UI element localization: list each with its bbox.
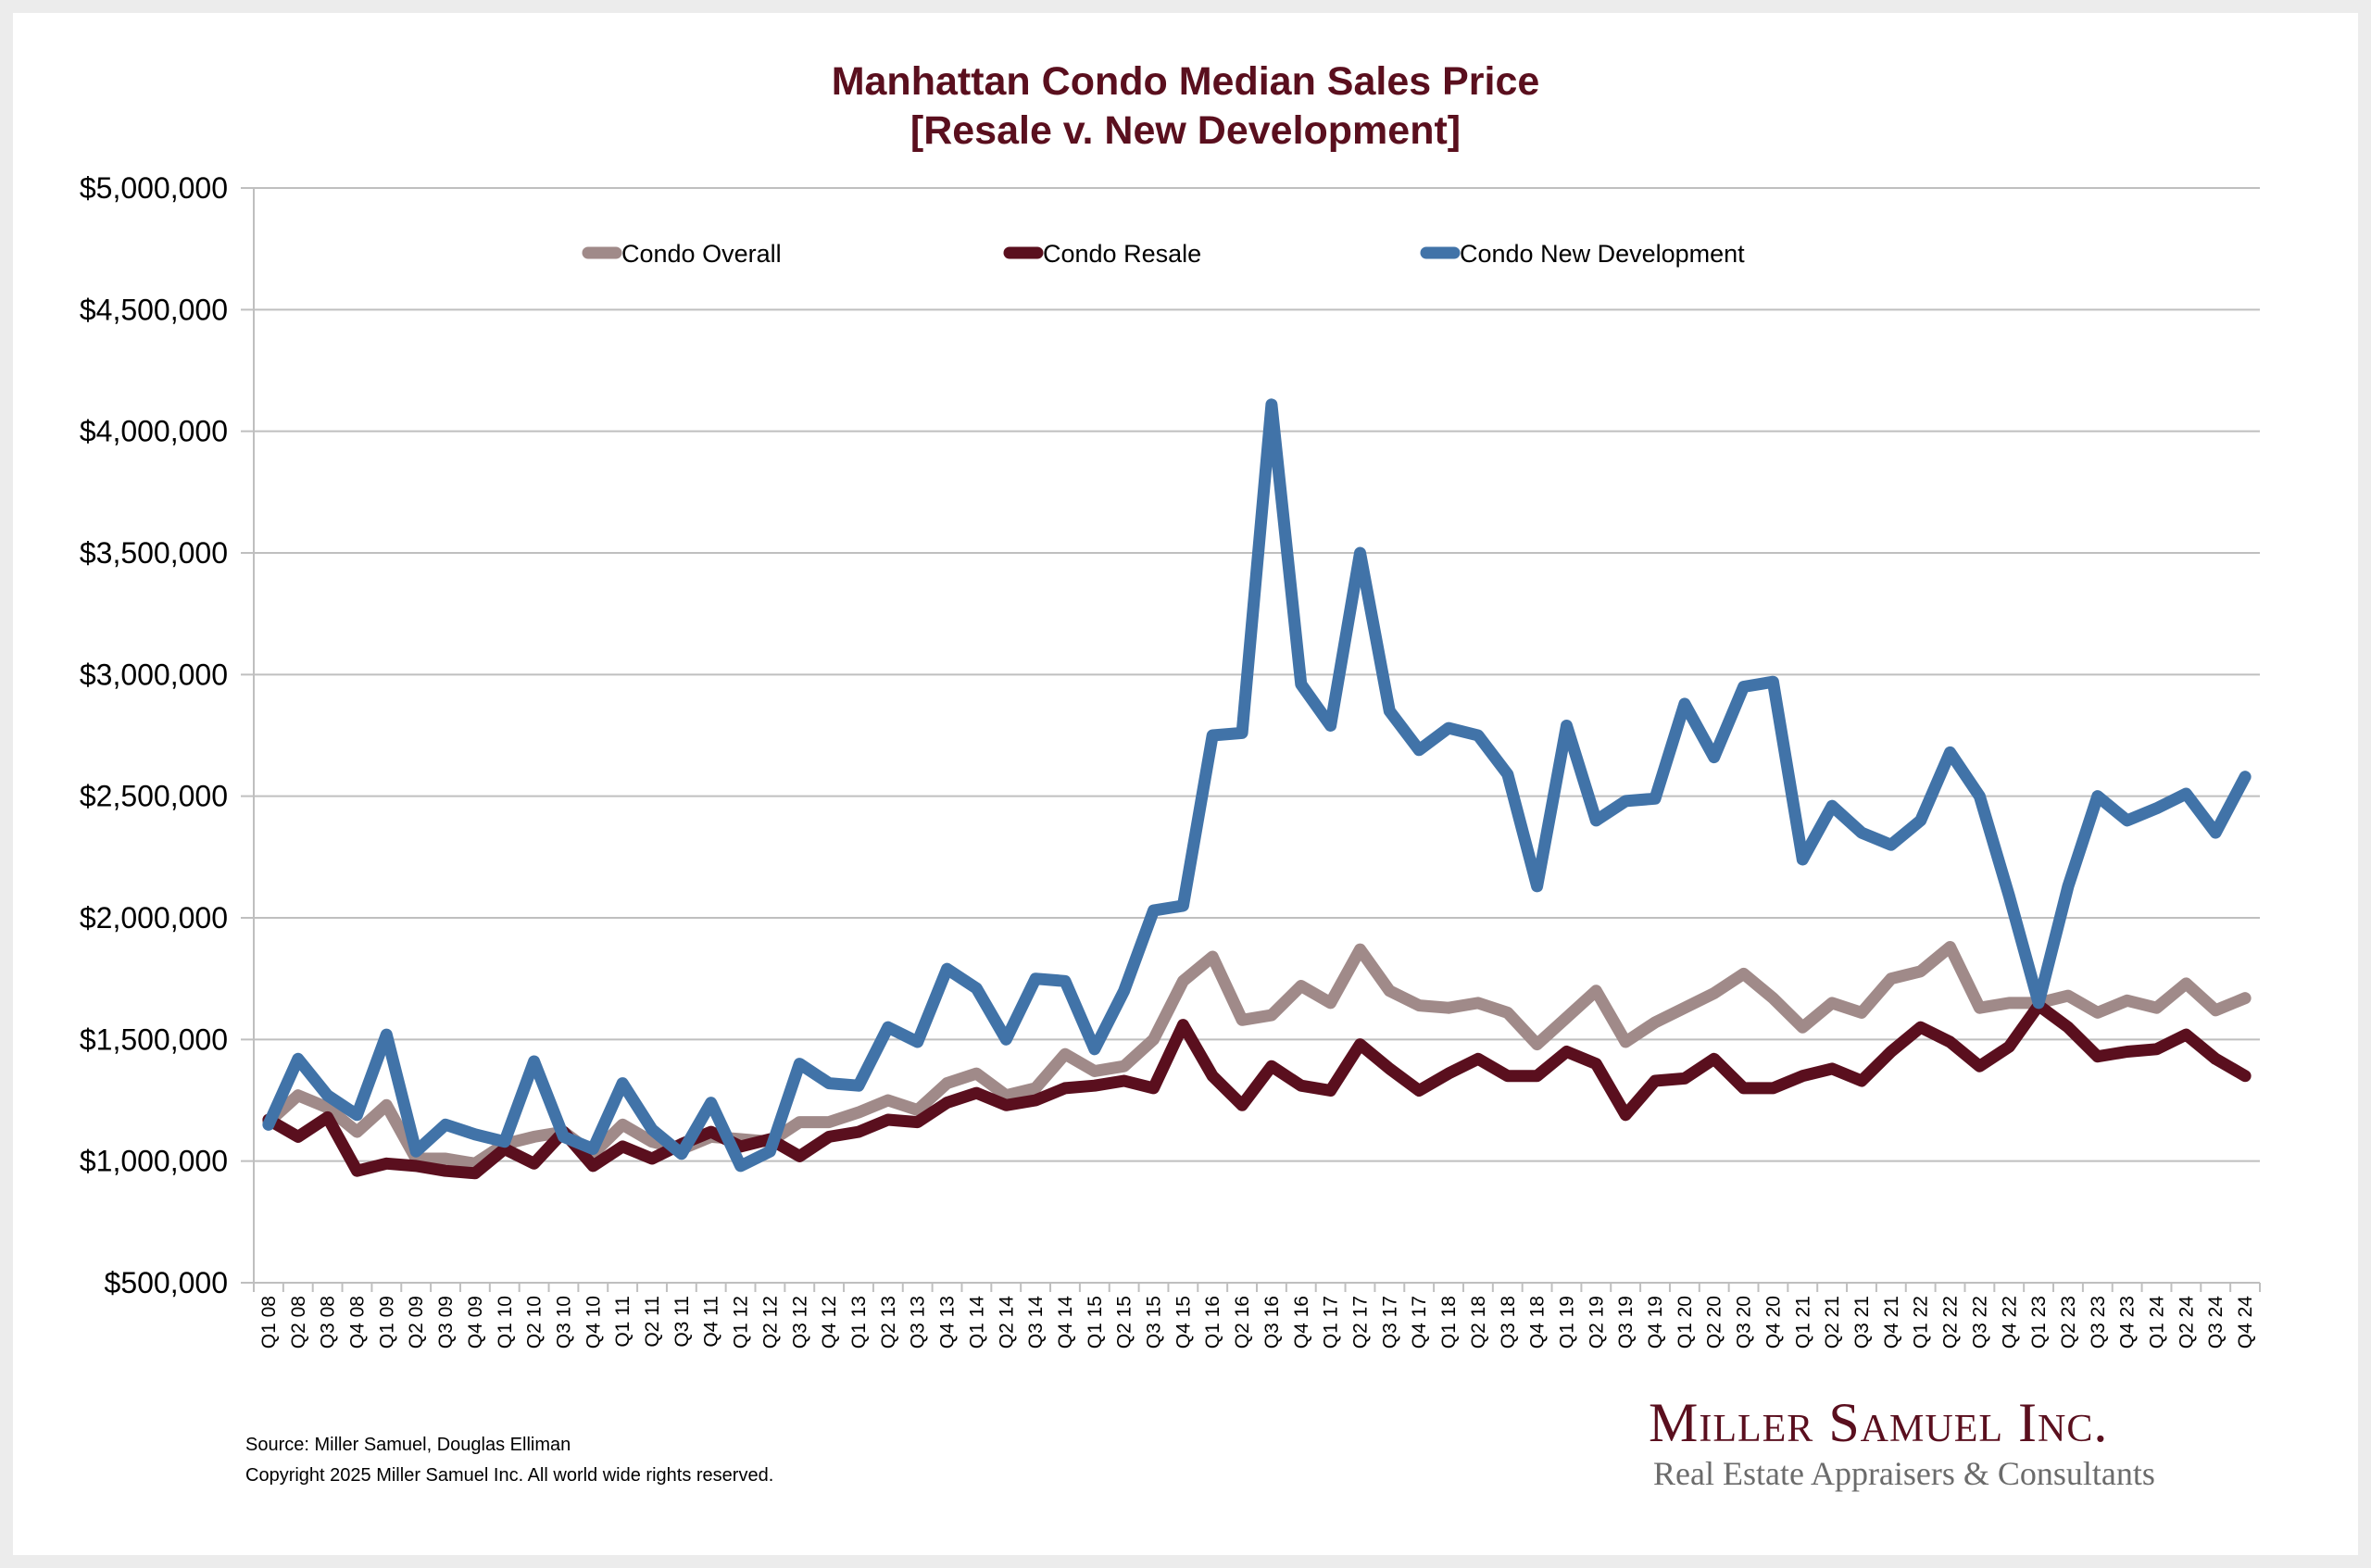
y-tick-label: $500,000 (105, 1266, 228, 1299)
x-tick-label: Q3 15 (1144, 1296, 1165, 1348)
x-tick-label: Q1 15 (1085, 1296, 1106, 1348)
x-tick-label: Q3 16 (1261, 1296, 1283, 1348)
x-tick-label: Q3 20 (1734, 1296, 1755, 1348)
x-tick-label: Q2 13 (878, 1296, 899, 1348)
x-tick-label: Q2 10 (524, 1296, 546, 1348)
legend-label: Condo Overall (621, 240, 782, 268)
x-axis: Q1 08 Q2 08 Q3 08 Q4 08 Q1 09 Q2 09 Q3 09 Q4 09… (253, 1283, 2261, 1349)
x-tick-label: Q4 11 (701, 1296, 722, 1348)
x-tick-label: Q3 21 (1851, 1296, 1873, 1348)
x-tick-label: Q4 19 (1645, 1296, 1666, 1348)
x-tick-label: Q4 08 (346, 1296, 368, 1348)
x-tick-label: Q1 16 (1202, 1296, 1223, 1348)
x-tick-label: Q2 15 (1114, 1296, 1135, 1348)
x-tick-label: Q4 14 (1055, 1296, 1076, 1349)
x-tick-label: Q3 23 (2088, 1296, 2109, 1348)
x-tick-label: Q4 22 (1999, 1296, 2020, 1348)
x-tick-label: Q3 18 (1498, 1296, 1519, 1348)
x-tick-label: Q1 20 (1675, 1296, 1696, 1348)
x-tick-label: Q4 21 (1881, 1296, 1902, 1348)
x-tick-label: Q4 12 (819, 1296, 840, 1348)
x-tick-label: Q1 13 (848, 1296, 870, 1348)
x-tick-label: Q1 19 (1556, 1296, 1577, 1348)
y-tick-label: $2,500,000 (80, 780, 228, 813)
x-tick-label: Q2 12 (759, 1296, 781, 1348)
company-tagline: Real Estate Appraisers & Consultants (1653, 1455, 2155, 1492)
x-tick-label: Q2 09 (406, 1296, 427, 1348)
x-tick-label: Q1 18 (1438, 1296, 1460, 1348)
x-tick-label: Q3 12 (789, 1296, 810, 1348)
y-tick-label: $4,500,000 (80, 293, 228, 326)
x-tick-label: Q2 14 (996, 1296, 1017, 1349)
x-tick-label: Q1 24 (2147, 1296, 2168, 1349)
x-tick-label: Q1 10 (495, 1296, 516, 1348)
source-note: Source: Miller Samuel, Douglas Elliman (245, 1435, 571, 1455)
x-tick-label: Q3 11 (671, 1296, 693, 1348)
company-logo: Miller Samuel Inc. (1649, 1392, 2109, 1453)
x-tick-label: Q2 08 (288, 1296, 309, 1348)
x-tick-label: Q2 19 (1586, 1296, 1607, 1348)
x-tick-label: Q4 09 (465, 1296, 486, 1348)
x-tick-label: Q3 17 (1379, 1296, 1400, 1348)
x-tick-label: Q3 14 (1025, 1296, 1047, 1349)
series-line-condo-resale (262, 999, 2252, 1180)
copyright-note: Copyright 2025 Miller Samuel Inc. All wo… (245, 1465, 774, 1486)
x-tick-label: Q4 20 (1763, 1296, 1784, 1348)
gridlines (241, 187, 2260, 1284)
x-tick-label: Q2 17 (1349, 1296, 1371, 1348)
chart-title: Manhattan Condo Median Sales Price (831, 59, 1540, 104)
legend-label: Condo Resale (1043, 240, 1201, 268)
x-tick-label: Q1 12 (731, 1296, 752, 1348)
x-tick-label: Q4 24 (2235, 1296, 2256, 1349)
x-tick-label: Q2 21 (1822, 1296, 1843, 1348)
x-tick-label: Q2 22 (1940, 1296, 1962, 1348)
x-tick-label: Q1 21 (1792, 1296, 1813, 1348)
x-tick-label: Q1 11 (612, 1296, 634, 1348)
legend-label: Condo New Development (1460, 240, 1745, 268)
x-tick-label: Q1 22 (1911, 1296, 1932, 1348)
x-tick-label: Q2 11 (642, 1296, 663, 1348)
x-tick-label: Q4 13 (937, 1296, 959, 1348)
x-tick-label: Q1 09 (376, 1296, 397, 1348)
x-tick-label: Q1 23 (2028, 1296, 2050, 1348)
legend: Condo Overall Condo Resale Condo New Devel… (582, 240, 1745, 268)
y-tick-label: $3,500,000 (80, 536, 228, 570)
x-tick-label: Q4 18 (1527, 1296, 1549, 1348)
x-tick-label: Q3 22 (1969, 1296, 1990, 1348)
x-tick-label: Q4 10 (583, 1296, 604, 1348)
chart-subtitle: [Resale v. New Development] (910, 108, 1461, 153)
x-tick-label: Q2 23 (2058, 1296, 2079, 1348)
x-tick-label: Q4 17 (1409, 1296, 1430, 1348)
x-tick-label: Q3 24 (2205, 1296, 2227, 1349)
x-tick-label: Q3 19 (1615, 1296, 1637, 1348)
y-axis: $500,000 $1,000,000 $1,500,000 $2,000,000 $2… (80, 171, 255, 1299)
x-tick-label: Q2 24 (2176, 1296, 2197, 1349)
x-tick-label: Q1 14 (966, 1296, 987, 1349)
y-tick-label: $1,500,000 (80, 1022, 228, 1056)
y-tick-label: $3,000,000 (80, 658, 228, 691)
x-tick-label: Q2 20 (1704, 1296, 1725, 1348)
y-tick-label: $1,000,000 (80, 1145, 228, 1178)
x-tick-label: Q4 23 (2117, 1296, 2139, 1348)
series-line-condo-new-development (262, 398, 2252, 1173)
x-tick-label: Q1 08 (258, 1296, 280, 1348)
x-tick-label: Q4 16 (1291, 1296, 1312, 1348)
x-tick-label: Q4 15 (1173, 1296, 1194, 1348)
y-tick-label: $2,000,000 (80, 901, 228, 935)
series-lines (262, 398, 2252, 1180)
x-tick-label: Q2 16 (1232, 1296, 1253, 1348)
x-tick-label: Q3 10 (553, 1296, 574, 1348)
x-tick-label: Q3 09 (435, 1296, 457, 1348)
y-tick-label: $4,000,000 (80, 415, 228, 448)
x-tick-label: Q2 18 (1468, 1296, 1489, 1348)
x-tick-label: Q1 17 (1321, 1296, 1342, 1348)
y-tick-label: $5,000,000 (80, 171, 228, 205)
x-tick-label: Q3 08 (318, 1296, 339, 1348)
x-tick-label: Q3 13 (908, 1296, 929, 1348)
